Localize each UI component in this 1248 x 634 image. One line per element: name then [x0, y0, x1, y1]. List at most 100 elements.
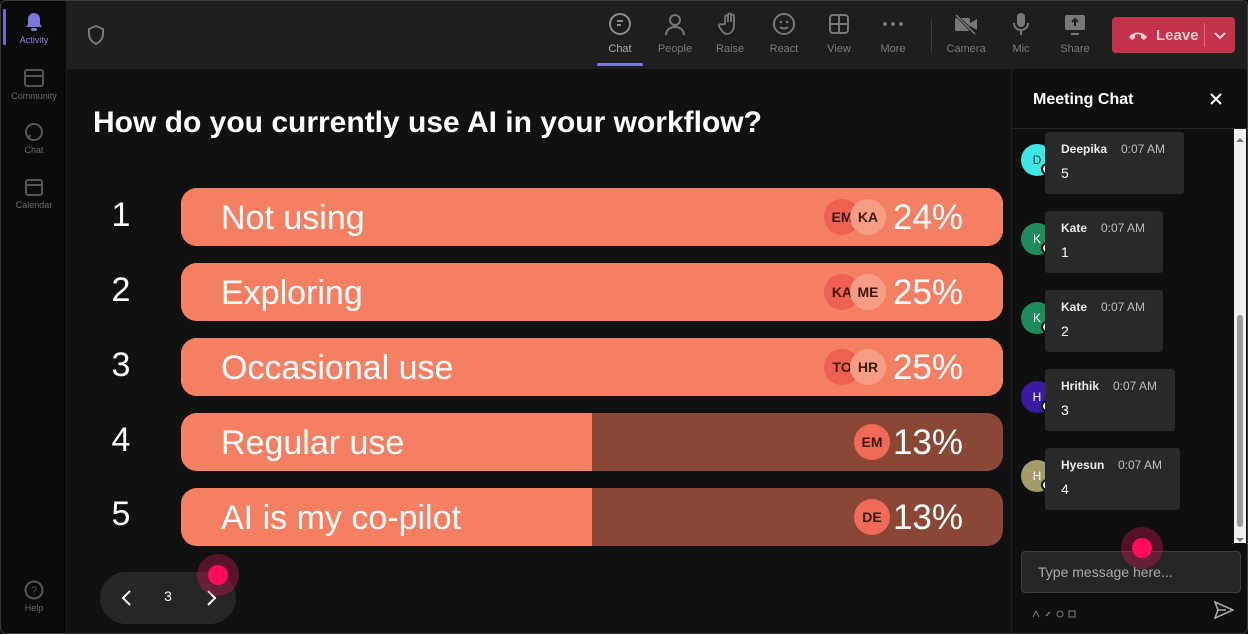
rail-item-chat[interactable]: Chat: [1, 121, 67, 171]
option-percent: 25%: [892, 273, 963, 312]
option-fill: [181, 488, 592, 546]
option-number: 4: [111, 421, 131, 459]
poll-option-bar[interactable]: Exploring KA ME 25%: [181, 263, 1003, 321]
toolbar-label: Share: [1060, 43, 1090, 55]
camera-off-icon: [953, 11, 979, 37]
option-number: 3: [111, 346, 131, 384]
option-percent: 13%: [892, 498, 963, 537]
scroll-up-arrow-icon[interactable]: [1236, 131, 1244, 142]
toolbar-camera-button[interactable]: Camera: [941, 11, 991, 63]
rail-label: Chat: [24, 145, 44, 155]
sender-name: Hrithik: [1061, 379, 1100, 393]
chat-icon: [607, 11, 633, 37]
rail-label: Community: [11, 91, 57, 101]
message-time: 0:07 AM: [1113, 379, 1158, 393]
bell-icon: [23, 11, 45, 33]
phone-hangup-icon: [1128, 28, 1148, 42]
avatar-initial: K: [1032, 311, 1041, 325]
mic-icon: [1008, 11, 1034, 37]
toolbar-raise-button[interactable]: Raise: [705, 11, 755, 63]
calendar-icon: [23, 176, 45, 198]
hand-icon: [717, 11, 743, 37]
message-text: 4: [1061, 481, 1069, 497]
option-label: Regular use: [221, 424, 405, 462]
voter-avatar[interactable]: ME: [850, 274, 886, 310]
voter-avatar[interactable]: EM: [854, 424, 890, 460]
left-rail: Activity Community Chat Calendar ? Help: [1, 1, 67, 633]
message-bubble: Deepika 0:07 AM 5: [1045, 132, 1184, 194]
rail-active-indicator: [3, 9, 6, 45]
gif-icon[interactable]: [1068, 605, 1076, 618]
option-label: Occasional use: [221, 349, 454, 387]
rail-label: Activity: [19, 35, 49, 45]
poll-option-bar[interactable]: Not using EM KA 24%: [181, 188, 1003, 246]
scroll-down-arrow-icon[interactable]: [1236, 531, 1244, 542]
leave-divider: [1204, 23, 1205, 47]
toolbar-label: React: [769, 43, 799, 55]
avatar-initial: H: [1032, 469, 1042, 483]
rail-item-calendar[interactable]: Calendar: [1, 176, 67, 226]
rail-item-activity[interactable]: Activity: [1, 11, 67, 61]
message-text: 5: [1061, 165, 1069, 181]
toolbar-react-button[interactable]: React: [759, 11, 809, 63]
toolbar-more-button[interactable]: More: [868, 11, 918, 63]
option-number: 2: [111, 271, 131, 309]
chevron-down-icon[interactable]: [1212, 27, 1228, 43]
chat-scrollbar[interactable]: [1234, 129, 1246, 543]
leave-button[interactable]: Leave: [1112, 17, 1235, 53]
poll-option-bar[interactable]: AI is my co-pilot DE 13%: [181, 488, 1003, 546]
toolbar-label: View: [827, 43, 851, 55]
grid-icon: [826, 11, 852, 37]
option-label: Exploring: [221, 274, 363, 312]
close-icon[interactable]: [1208, 91, 1226, 109]
poll-question: How do you currently use AI in your work…: [93, 106, 762, 139]
meeting-toolbar: Chat People Raise React View More Camera: [67, 1, 1247, 69]
toolbar-chat-button[interactable]: Chat: [595, 11, 645, 63]
message-bubble: Hyesun 0:07 AM 4: [1045, 448, 1180, 510]
toolbar-mic-button[interactable]: Mic: [996, 11, 1046, 63]
divider: [1012, 128, 1247, 129]
toolbar-label: Raise: [715, 43, 745, 55]
svg-text:?: ?: [31, 585, 37, 597]
sender-name: Hyesun: [1061, 458, 1105, 472]
emoji-icon[interactable]: [1056, 605, 1064, 618]
sender-name: Deepika: [1061, 142, 1108, 156]
option-label: AI is my co-pilot: [221, 499, 461, 537]
voter-avatar[interactable]: DE: [854, 499, 890, 535]
rail-label: Help: [24, 603, 44, 613]
shield-icon[interactable]: [87, 24, 107, 46]
help-icon: ?: [23, 579, 45, 601]
chat-message-input[interactable]: [1021, 551, 1241, 593]
message-text: 2: [1061, 323, 1069, 339]
chevron-left-icon[interactable]: [116, 586, 138, 610]
voter-avatar[interactable]: HR: [850, 349, 886, 385]
format-toolbar: [1032, 605, 1076, 618]
option-percent: 24%: [892, 198, 963, 237]
poll-option-bar[interactable]: Occasional use TO HR 25%: [181, 338, 1003, 396]
rail-item-help[interactable]: ? Help: [1, 579, 67, 629]
sender-name: Kate: [1061, 300, 1088, 314]
option-number: 1: [111, 196, 131, 234]
send-icon[interactable]: [1213, 600, 1235, 620]
click-indicator: [197, 554, 239, 596]
voter-avatar[interactable]: KA: [850, 199, 886, 235]
message-text: 1: [1061, 244, 1069, 260]
message-text: 3: [1061, 402, 1069, 418]
smiley-icon: [771, 11, 797, 37]
scroll-thumb[interactable]: [1237, 315, 1243, 527]
toolbar-view-button[interactable]: View: [814, 11, 864, 63]
chat-bubble-icon: [23, 121, 45, 143]
toolbar-share-button[interactable]: Share: [1050, 11, 1100, 63]
chevron-right-icon[interactable]: [200, 586, 222, 610]
people-icon: [662, 11, 688, 37]
toolbar-people-button[interactable]: People: [650, 11, 700, 63]
attach-icon[interactable]: [1044, 605, 1052, 617]
message-bubble: Kate 0:07 AM 1: [1045, 211, 1163, 273]
rail-item-community[interactable]: Community: [1, 67, 67, 117]
toolbar-label: People: [657, 43, 693, 55]
sender-name: Kate: [1061, 221, 1088, 235]
toolbar-label: More: [880, 43, 906, 55]
format-icon[interactable]: [1032, 605, 1040, 618]
poll-option-bar[interactable]: Regular use EM 13%: [181, 413, 1003, 471]
